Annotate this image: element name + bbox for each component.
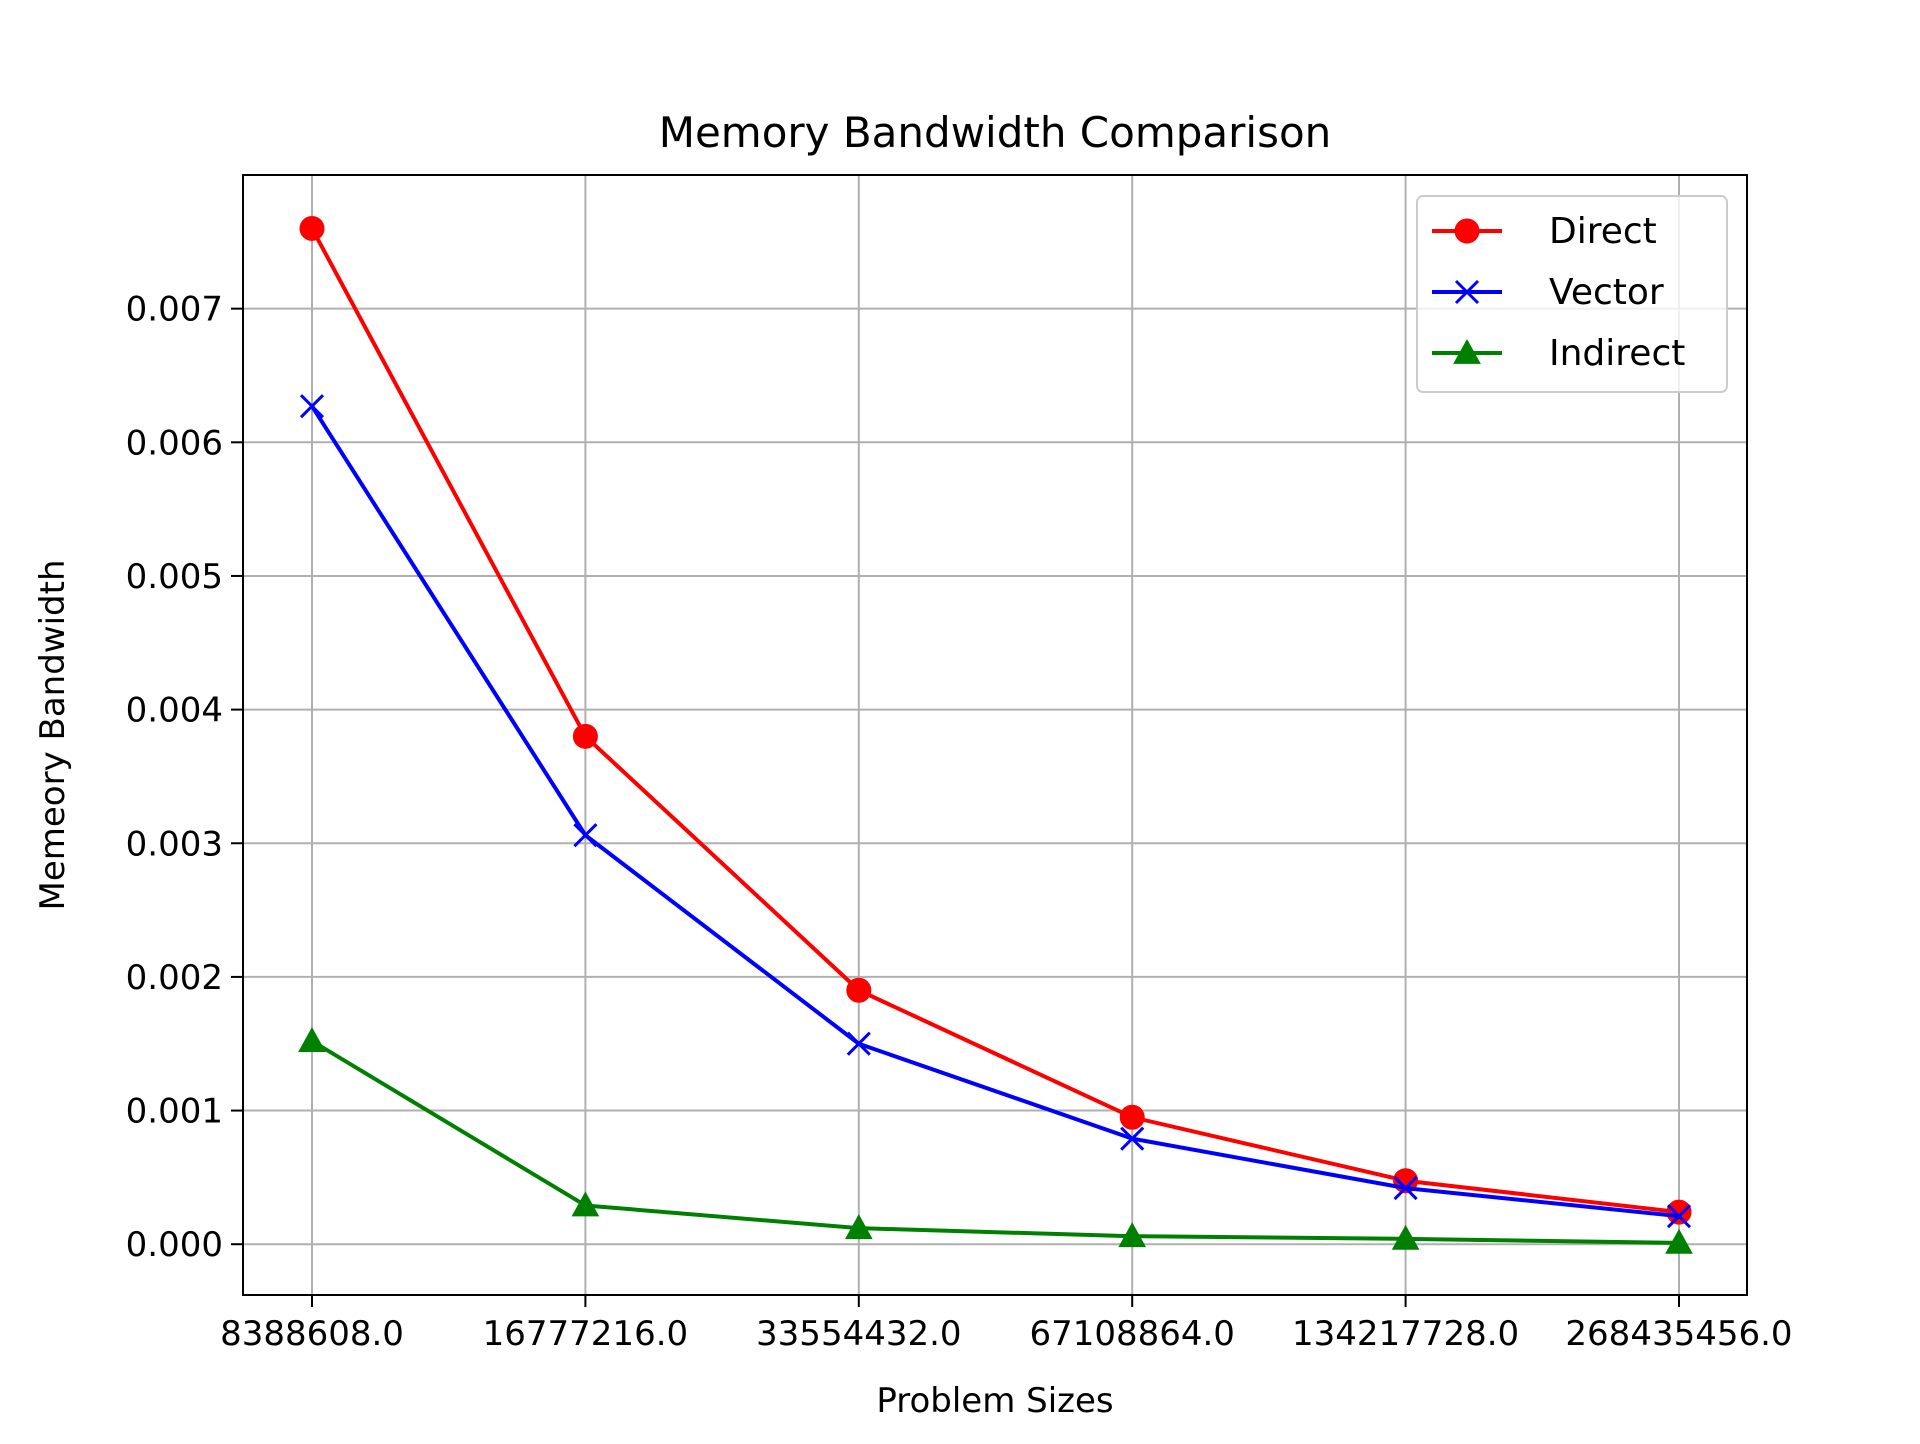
y-tick-label: 0.005 <box>126 557 223 597</box>
legend-entry-direct: Direct <box>1432 211 1657 252</box>
x-tick-label: 67108864.0 <box>1029 1314 1235 1354</box>
data-point-triangle <box>1118 1222 1147 1248</box>
chart-title: Memory Bandwidth Comparison <box>659 108 1332 157</box>
data-point-triangle <box>298 1027 326 1052</box>
y-tick-label: 0.003 <box>126 824 223 864</box>
y-axis-label: Memeory Bandwidth <box>33 559 73 910</box>
data-point-x <box>1120 1126 1145 1151</box>
plot-frame <box>242 174 1748 1296</box>
x-tick-label: 33554432.0 <box>756 1314 962 1354</box>
data-point-x <box>1393 1176 1418 1201</box>
data-point-circle <box>846 977 872 1003</box>
x-axis-label: Problem Sizes <box>876 1381 1113 1421</box>
data-point-x <box>1666 1204 1692 1229</box>
y-tick-label: 0.001 <box>126 1092 223 1132</box>
y-tick-label: 0.000 <box>126 1225 223 1265</box>
legend-box <box>1416 195 1728 393</box>
series-line <box>310 227 1680 1215</box>
x-tick-label: 16777216.0 <box>483 1314 689 1354</box>
y-tick-label: 0.007 <box>126 290 223 330</box>
x-tick-label: 268435456.0 <box>1565 1314 1792 1354</box>
data-point-circle <box>572 723 598 749</box>
series-direct <box>299 215 1692 1225</box>
series-line <box>310 1039 1680 1245</box>
data-point-x <box>1454 279 1480 305</box>
data-point-x <box>299 394 325 419</box>
legend-label: Direct <box>1549 211 1657 252</box>
y-tick-label: 0.002 <box>126 958 223 998</box>
data-point-triangle <box>1665 1228 1693 1254</box>
data-point-circle <box>1454 218 1480 244</box>
axes: 8388608.0 16777216.0 33554432.0 67108864.0 1… <box>126 290 1793 1354</box>
data-point-triangle <box>1453 338 1481 364</box>
legend-label: Indirect <box>1549 333 1685 374</box>
y-tick-label: 0.006 <box>126 423 223 463</box>
legend: Direct Vector Indirect <box>1416 195 1728 393</box>
series-line <box>310 405 1680 1219</box>
data-point-circle <box>299 215 325 241</box>
series-indirect <box>298 1027 1693 1254</box>
series-vector <box>299 394 1692 1229</box>
data-point-triangle <box>571 1191 600 1217</box>
data-point-circle <box>1119 1104 1145 1130</box>
legend-entry-indirect: Indirect <box>1432 333 1685 374</box>
legend-entry-vector: Vector <box>1432 272 1664 313</box>
legend-label: Vector <box>1549 272 1664 313</box>
data-point-triangle <box>1391 1224 1420 1250</box>
data-point-x <box>573 823 598 848</box>
data-point-x <box>846 1031 871 1056</box>
data-point-triangle <box>844 1214 873 1240</box>
data-point-circle <box>1666 1199 1692 1225</box>
series-lines <box>298 215 1693 1254</box>
x-tick-label: 134217728.0 <box>1292 1314 1519 1354</box>
grid-lines <box>243 175 1747 1295</box>
x-tick-label: 8388608.0 <box>220 1314 404 1354</box>
y-tick-label: 0.004 <box>126 691 223 731</box>
